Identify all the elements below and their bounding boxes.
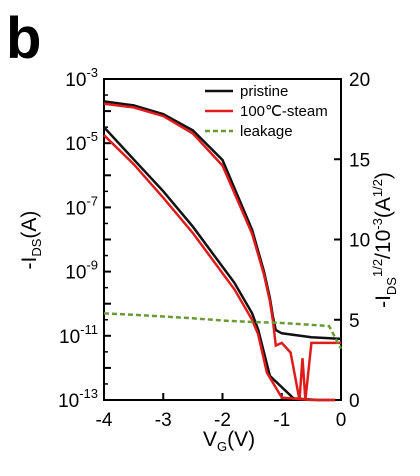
x-tick-label: -3 xyxy=(155,410,172,431)
legend-label-steam: 100℃-steam xyxy=(240,103,328,120)
x-tick-label: -1 xyxy=(273,410,290,431)
right-tick-label: 10 xyxy=(349,231,370,252)
panel-letter: b xyxy=(6,6,41,71)
series-sqrt-100-steam xyxy=(103,134,336,402)
left-tick-label: 10-5 xyxy=(65,129,98,155)
left-tick-label: 10-7 xyxy=(65,193,98,219)
x-axis-ticks: -4 -3 -2 -1 0 xyxy=(96,393,347,431)
right-tick-label: 0 xyxy=(349,391,360,412)
series-layer xyxy=(103,100,343,402)
left-axis-title: -IDS(A) xyxy=(18,211,44,270)
left-tick-label: 10-11 xyxy=(59,322,98,348)
legend-label-leakage: leakage xyxy=(240,123,293,140)
series-log-pristine xyxy=(103,100,342,341)
right-tick-label: 20 xyxy=(349,70,370,91)
series-log-100-steam xyxy=(103,102,341,401)
plot-frame xyxy=(103,78,342,401)
series-log-leakage xyxy=(103,312,343,350)
x-tick-label: -2 xyxy=(214,410,231,431)
right-axis-title: -IDS1/2/10-3(A1/2) xyxy=(370,172,399,308)
right-tick-label: 5 xyxy=(349,311,360,332)
legend-label-pristine: pristine xyxy=(240,83,288,100)
left-tick-label: 10-9 xyxy=(65,258,98,284)
x-axis-title: VG(V) xyxy=(203,428,255,454)
right-axis-ticks: 20 15 10 5 0 xyxy=(334,70,370,412)
left-axis-ticks: 10-3 10-5 10-7 10-9 10-11 10-13 xyxy=(58,65,111,412)
right-tick-label: 15 xyxy=(349,150,370,171)
left-tick-label: 10-3 xyxy=(65,65,98,91)
x-tick-label: -4 xyxy=(96,410,113,431)
left-tick-label: 10-13 xyxy=(58,386,98,412)
x-tick-label: 0 xyxy=(336,410,347,431)
legend: pristine 100℃-steam leakage xyxy=(205,83,328,140)
